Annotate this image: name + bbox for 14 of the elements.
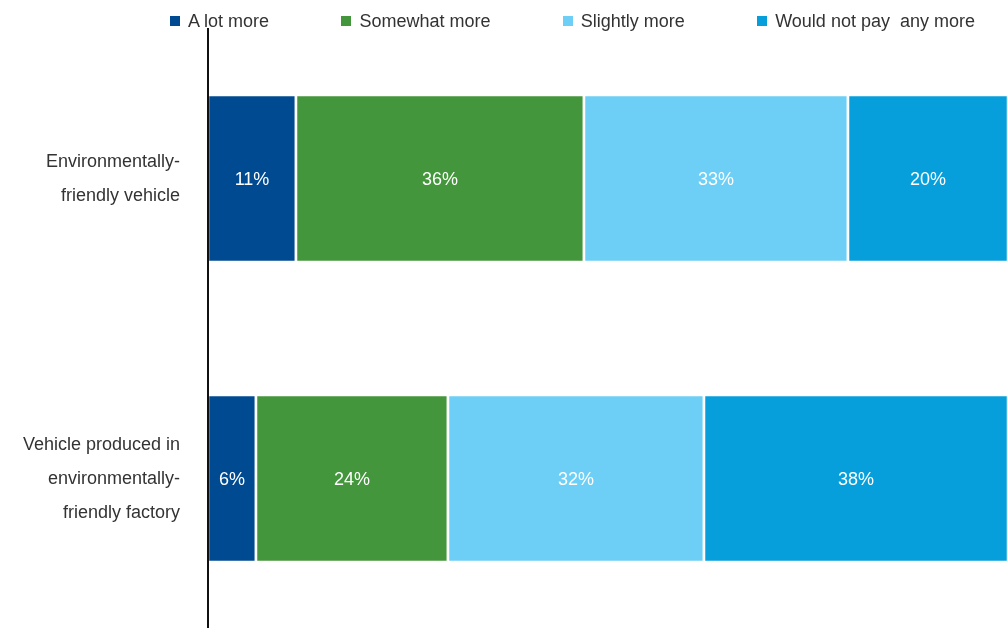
y-tick-label: Environmentally-friendly vehicle: [45, 151, 180, 205]
data-label: 33%: [697, 168, 735, 189]
legend-label: Would not pay any more: [775, 10, 975, 32]
data-label: 38%: [837, 468, 875, 489]
data-label: 11%: [234, 168, 270, 189]
legend-label: Somewhat more: [359, 10, 491, 32]
data-label: 32%: [557, 468, 595, 489]
legend-label: A lot more: [188, 10, 270, 32]
data-label: 6%: [218, 468, 246, 489]
data-label: 24%: [333, 468, 371, 489]
legend-label: Slightly more: [580, 10, 685, 32]
data-label: 20%: [909, 168, 947, 189]
y-tick-label: Vehicle produced in environmentally-friendly factory: [22, 434, 180, 522]
data-label: 36%: [421, 168, 459, 189]
